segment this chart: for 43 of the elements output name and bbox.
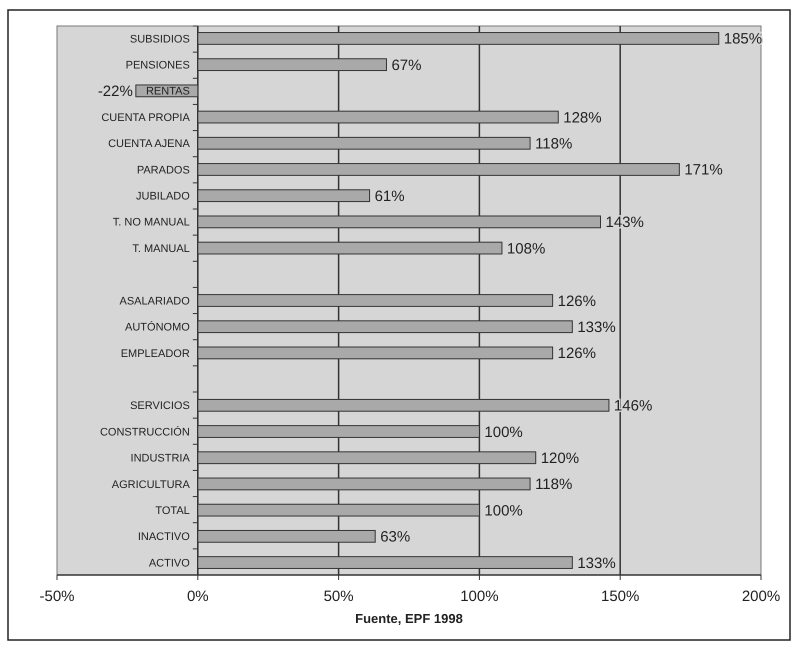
- y-tick-label: INDUSTRIA: [130, 452, 190, 465]
- data-label: 118%: [535, 476, 572, 494]
- y-tick-label: SUBSIDIOS: [130, 33, 190, 46]
- x-tick-label: 0%: [186, 588, 209, 605]
- data-label: 133%: [577, 554, 616, 572]
- data-label: 67%: [391, 56, 422, 74]
- data-label: 185%: [724, 30, 762, 48]
- data-label: 126%: [558, 345, 596, 362]
- y-tick-label: RENTAS: [146, 86, 190, 98]
- x-tick-label: 200%: [742, 588, 780, 605]
- data-label: 171%: [684, 162, 723, 179]
- data-label: 126%: [558, 292, 596, 310]
- data-label: 100%: [484, 502, 523, 520]
- data-label: 120%: [540, 450, 580, 467]
- x-axis-title: Fuente, EPF 1998: [355, 611, 463, 626]
- y-tick-label: AGRICULTURA: [112, 478, 190, 491]
- y-tick-label: AUTÓNOMO: [125, 320, 190, 334]
- data-label: 118%: [535, 136, 572, 153]
- y-tick-label: CUENTA PROPIA: [101, 112, 190, 124]
- y-tick-label: CUENTA AJENA: [108, 138, 190, 150]
- data-label: 63%: [380, 528, 410, 546]
- data-label: 133%: [577, 318, 616, 336]
- y-tick-label: PARADOS: [136, 164, 190, 176]
- data-label: 108%: [506, 240, 546, 258]
- y-tick-label: ACTIVO: [148, 557, 190, 570]
- data-label: 61%: [374, 188, 405, 205]
- y-tick-label: ASALARIADO: [119, 295, 190, 308]
- y-tick-label: CONSTRUCCIÓN: [100, 425, 190, 438]
- y-tick-label: TOTAL: [155, 504, 190, 517]
- y-tick-label: PENSIONES: [126, 60, 190, 72]
- x-tick-label: -50%: [39, 588, 75, 605]
- x-tick-label: 50%: [324, 588, 354, 605]
- x-tick-label: 100%: [460, 588, 499, 605]
- y-tick-label: JUBILADO: [136, 190, 190, 203]
- data-label: -22%: [98, 83, 133, 100]
- x-tick-label: 150%: [601, 588, 640, 605]
- y-tick-label: INACTIVO: [138, 531, 190, 544]
- y-tick-label: T. NO MANUAL: [112, 216, 190, 229]
- data-label: 100%: [484, 424, 523, 441]
- y-tick-label: EMPLEADOR: [120, 348, 190, 360]
- y-tick-label: SERVICIOS: [130, 400, 190, 412]
- y-tick-label: T. MANUAL: [132, 242, 190, 255]
- data-label: 128%: [563, 109, 602, 126]
